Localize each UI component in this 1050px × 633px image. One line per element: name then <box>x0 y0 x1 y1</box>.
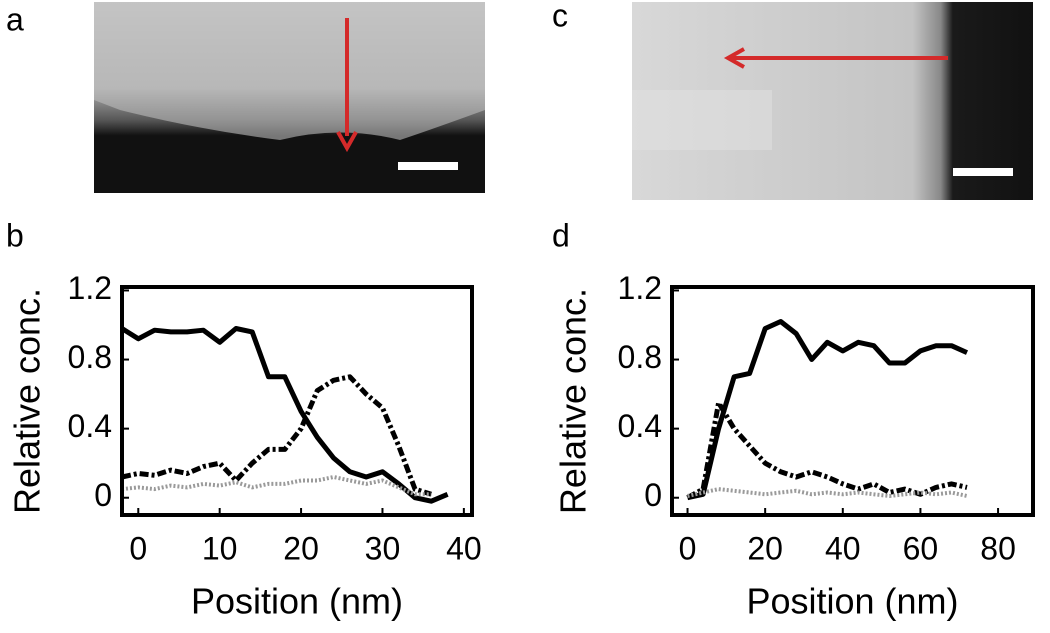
y-tick-label: 1.2 <box>618 270 662 306</box>
x-tick-label: 60 <box>903 530 939 566</box>
y-tick-label: 0 <box>644 477 662 513</box>
data-line <box>121 374 433 497</box>
y-tick-label: 0.4 <box>618 408 662 444</box>
x-tick-label: 20 <box>747 530 783 566</box>
x-tick-label: 0 <box>679 530 697 566</box>
x-axis-label: Position (nm) <box>191 581 403 622</box>
x-tick-label: 30 <box>365 530 401 566</box>
x-tick-label: 10 <box>202 530 238 566</box>
panel-label: d <box>552 217 570 253</box>
data-line <box>120 326 449 504</box>
plot-frame <box>120 285 474 517</box>
data-line <box>687 487 968 498</box>
panel-label: a <box>6 1 24 37</box>
y-tick-label: 0.4 <box>68 408 112 444</box>
y-tick-label: 0.8 <box>68 339 112 375</box>
y-axis-label: Relative conc. <box>7 288 48 514</box>
x-axis-label: Position (nm) <box>746 581 958 622</box>
y-tick-label: 0.8 <box>618 339 662 375</box>
x-tick-label: 80 <box>980 530 1016 566</box>
x-tick-label: 40 <box>825 530 861 566</box>
panel-label: c <box>552 0 568 33</box>
data-line <box>686 319 969 501</box>
y-tick-label: 1.2 <box>68 270 112 306</box>
y-tick-label: 0 <box>94 477 112 513</box>
y-axis-label: Relative conc. <box>553 288 594 514</box>
data-line <box>686 400 968 500</box>
panel-label: b <box>6 217 24 253</box>
data-line <box>121 475 432 497</box>
plot-frame <box>670 285 1035 517</box>
x-tick-label: 0 <box>129 530 147 566</box>
x-tick-label: 20 <box>283 530 319 566</box>
image-a <box>94 2 485 193</box>
x-tick-label: 40 <box>446 530 482 566</box>
image-c <box>632 2 1033 200</box>
